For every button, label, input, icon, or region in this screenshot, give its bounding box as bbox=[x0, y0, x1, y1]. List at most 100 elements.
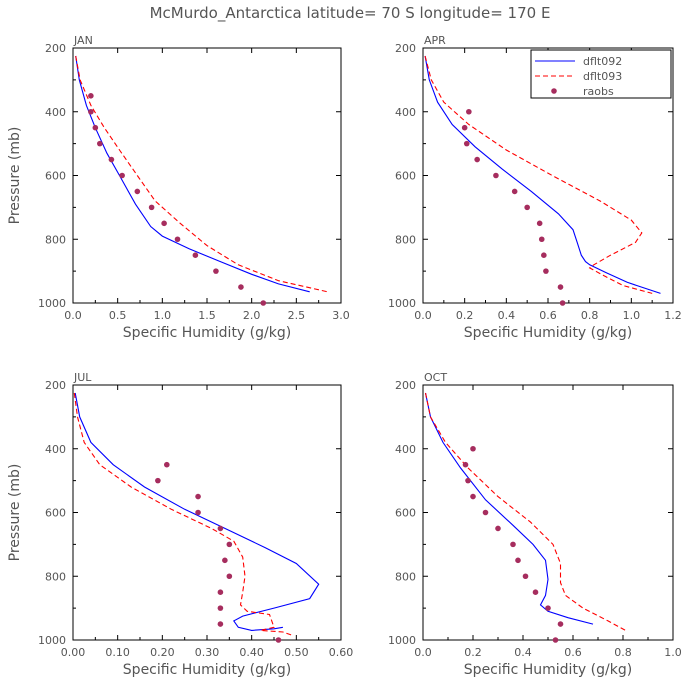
raobs-point bbox=[161, 220, 167, 227]
raobs-point bbox=[217, 525, 224, 532]
x-axis-label: Specific Humidity (g/kg) bbox=[123, 662, 291, 678]
y-axis-label: Pressure (mb) bbox=[7, 464, 23, 562]
plot-frame bbox=[72, 47, 342, 304]
raobs-point bbox=[88, 93, 94, 99]
y-tick-label: 200 bbox=[395, 42, 416, 55]
legend-dflt093-label: dflt093 bbox=[583, 70, 622, 83]
legend: dflt092 dflt093 raobs bbox=[530, 49, 672, 99]
raobs-point bbox=[541, 252, 547, 258]
raobs-point bbox=[217, 605, 224, 611]
raobs-point bbox=[260, 300, 267, 306]
x-tick-label: 1.0 bbox=[623, 309, 641, 322]
dflt093-line bbox=[75, 55, 328, 293]
panel-title: APR bbox=[424, 34, 446, 47]
panel-apr: APR 0.0 0.2 0.4 0.6 0.8 1.0 1.2 200 400 600 800 1000… bbox=[388, 34, 682, 341]
raobs-point bbox=[238, 284, 244, 290]
y-tick-label: 200 bbox=[395, 379, 416, 392]
raobs-point bbox=[532, 589, 539, 595]
x-tick-label: 0.0 bbox=[64, 309, 82, 322]
raobs-point bbox=[195, 509, 201, 516]
y-tick-label: 200 bbox=[45, 42, 66, 55]
raobs-point bbox=[493, 172, 499, 179]
x-axis-label: Specific Humidity (g/kg) bbox=[464, 325, 632, 341]
x-tick-label: 0.2 bbox=[456, 309, 474, 322]
x-tick-label: 0.5 bbox=[109, 309, 127, 322]
raobs-point bbox=[470, 445, 476, 452]
dflt092-line bbox=[424, 55, 661, 294]
raobs-point bbox=[461, 124, 468, 131]
raobs-point bbox=[88, 108, 94, 115]
x-tick-label: 0.8 bbox=[614, 646, 632, 659]
y-tick-label: 800 bbox=[395, 570, 416, 583]
panel-oct: OCT 0.0 0.2 0.4 0.6 0.8 1.0 200 400 600 800 1000 Spe… bbox=[388, 371, 682, 678]
raobs-point bbox=[495, 525, 501, 532]
raobs-point bbox=[155, 477, 161, 484]
raobs-point bbox=[92, 124, 99, 131]
raobs-point bbox=[557, 621, 564, 627]
raobs-point bbox=[511, 188, 518, 195]
panel-jan: JAN 0.0 0.5 1.0 1.5 2.0 2.5 3.0 200 400 600 800 1000… bbox=[7, 34, 350, 341]
raobs-point bbox=[524, 204, 530, 211]
x-axis-label: Specific Humidity (g/kg) bbox=[464, 662, 632, 678]
x-tick-label: 2.0 bbox=[243, 309, 261, 322]
panel-title: JUL bbox=[73, 371, 92, 384]
x-tick-label: 0.30 bbox=[195, 646, 220, 659]
x-tick-label: 0.0 bbox=[414, 309, 432, 322]
y-tick-label: 800 bbox=[45, 570, 66, 583]
dflt092-line bbox=[424, 392, 594, 625]
x-tick-label: 0.6 bbox=[564, 646, 582, 659]
raobs-point bbox=[510, 541, 516, 548]
raobs-point bbox=[557, 284, 564, 290]
x-tick-label: 0.10 bbox=[105, 646, 130, 659]
raobs-point bbox=[474, 156, 480, 163]
raobs-point bbox=[536, 220, 543, 227]
y-tick-label: 800 bbox=[395, 233, 416, 246]
raobs-point bbox=[470, 493, 476, 500]
legend-raobs-label: raobs bbox=[583, 85, 614, 98]
dflt093-line bbox=[424, 392, 626, 631]
x-axis-label: Specific Humidity (g/kg) bbox=[123, 325, 291, 341]
legend-raobs-marker bbox=[551, 88, 557, 94]
dflt093-line bbox=[73, 392, 293, 636]
raobs-point bbox=[217, 589, 224, 595]
x-tick-label: 0.8 bbox=[581, 309, 599, 322]
legend-dflt092-label: dflt092 bbox=[583, 55, 622, 68]
panel-jul: JUL 0.00 0.10 0.20 0.30 0.40 0.50 0.60 200 400 600… bbox=[7, 371, 353, 678]
plot-frame bbox=[422, 384, 674, 641]
x-tick-label: 1.5 bbox=[198, 309, 216, 322]
y-tick-label: 1000 bbox=[38, 634, 66, 647]
x-tick-label: 0.00 bbox=[61, 646, 86, 659]
figure-title: McMurdo_Antarctica latitude= 70 S longit… bbox=[150, 4, 551, 23]
raobs-point bbox=[482, 509, 489, 516]
y-tick-label: 1000 bbox=[388, 634, 416, 647]
raobs-point bbox=[552, 637, 559, 643]
raobs-point bbox=[462, 461, 469, 468]
raobs-point bbox=[559, 300, 566, 306]
raobs-point bbox=[226, 541, 233, 548]
raobs-point bbox=[217, 621, 224, 627]
x-tick-label: 0.4 bbox=[498, 309, 516, 322]
x-tick-label: 0.2 bbox=[464, 646, 482, 659]
raobs-point bbox=[192, 252, 199, 258]
raobs-point bbox=[108, 156, 115, 163]
y-tick-label: 600 bbox=[45, 507, 66, 520]
x-tick-label: 0.0 bbox=[414, 646, 432, 659]
raobs-point bbox=[195, 493, 201, 500]
dflt092-line bbox=[74, 392, 320, 631]
raobs-point bbox=[545, 605, 551, 611]
y-tick-label: 800 bbox=[45, 233, 66, 246]
y-tick-label: 400 bbox=[395, 443, 416, 456]
y-tick-label: 600 bbox=[395, 507, 416, 520]
y-tick-label: 200 bbox=[45, 379, 66, 392]
y-tick-label: 600 bbox=[45, 170, 66, 183]
raobs-point bbox=[522, 573, 529, 580]
raobs-point bbox=[515, 557, 521, 564]
dflt093-line bbox=[424, 55, 653, 294]
raobs-point bbox=[222, 557, 228, 564]
panels: JAN 0.0 0.5 1.0 1.5 2.0 2.5 3.0 200 400 600 800 1000… bbox=[7, 34, 682, 678]
y-tick-label: 600 bbox=[395, 170, 416, 183]
panel-title: JAN bbox=[73, 34, 93, 47]
raobs-point bbox=[119, 172, 125, 179]
raobs-point bbox=[148, 204, 155, 211]
